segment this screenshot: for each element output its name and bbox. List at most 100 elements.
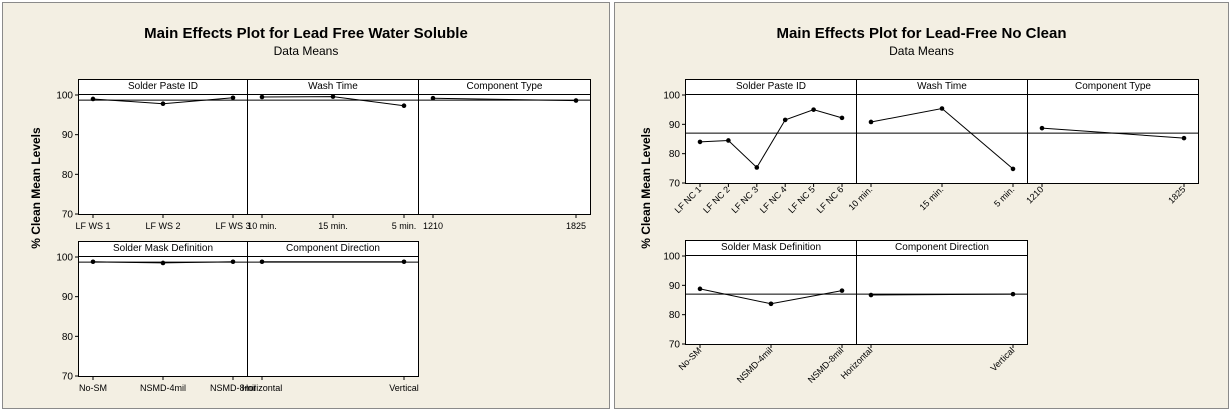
y-tick-label: 80 xyxy=(62,170,74,181)
x-tick-label: 10 min. xyxy=(247,221,277,231)
factor-panel: Solder Mask Definition xyxy=(78,241,248,377)
data-point xyxy=(839,288,845,293)
data-point xyxy=(330,94,336,99)
data-point xyxy=(259,94,265,100)
data-point xyxy=(401,103,407,109)
main-effects-figure-no-clean: Main Effects Plot for Lead-Free No Clean… xyxy=(614,2,1229,409)
data-point xyxy=(697,286,703,292)
x-tick-label: No-SM xyxy=(677,345,704,372)
data-point xyxy=(430,95,436,101)
y-tick-label: 70 xyxy=(669,179,681,190)
figure-title: Main Effects Plot for Lead Free Water So… xyxy=(144,25,468,42)
factor-plot xyxy=(686,286,856,307)
data-point xyxy=(726,138,731,143)
factor-panel: Solder Paste ID xyxy=(685,79,857,184)
x-axis: Horizontal Vertical xyxy=(839,345,1016,381)
data-point xyxy=(697,139,703,145)
x-tick-label: LF WS 1 xyxy=(75,221,110,231)
x-tick-label: Vertical xyxy=(988,345,1016,373)
data-point xyxy=(1010,291,1016,297)
x-axis: LF WS 1 LF WS 2 LF WS 3 70 80 90 100 xyxy=(56,91,250,232)
x-tick-label: 1825 xyxy=(566,221,586,231)
data-point xyxy=(754,165,760,170)
figure-subtitle: Data Means xyxy=(273,44,339,58)
x-tick-label: Horizontal xyxy=(839,345,875,381)
data-point xyxy=(1039,125,1045,131)
factor-plot xyxy=(686,107,856,170)
x-axis: No-SM NSMD-4mil NSMD-8mil 70 80 90 100 xyxy=(56,253,256,394)
y-tick-label: 90 xyxy=(669,281,681,292)
data-point xyxy=(259,259,265,265)
x-tick-label: LF NC 4 xyxy=(758,184,789,215)
factor-name: Solder Mask Definition xyxy=(686,241,856,256)
factor-plot xyxy=(79,95,247,107)
data-point xyxy=(839,115,845,121)
data-point xyxy=(230,259,236,265)
factor-plot xyxy=(419,95,590,103)
data-point xyxy=(573,98,579,103)
series-line xyxy=(1041,127,1185,139)
factor-name: Component Type xyxy=(419,80,590,95)
x-tick-label: Horizontal xyxy=(242,383,283,393)
data-point xyxy=(401,259,407,265)
x-tick-label: LF NC 6 xyxy=(815,184,846,215)
data-point xyxy=(811,107,816,112)
x-tick-label: NSMD-4mil xyxy=(735,345,775,385)
figure-subtitle: Data Means xyxy=(889,44,954,58)
factor-plot xyxy=(248,259,418,265)
factor-panel: Solder Mask Definition xyxy=(685,240,857,345)
x-tick-label: LF WS 2 xyxy=(145,221,180,231)
series-line xyxy=(432,97,577,102)
data-point xyxy=(782,117,788,123)
y-tick-label: 70 xyxy=(62,372,74,383)
y-tick-label: 100 xyxy=(56,253,73,264)
y-tick-label: 90 xyxy=(62,130,74,141)
x-axis: Horizontal Vertical xyxy=(242,377,419,393)
factor-plot xyxy=(1028,125,1198,141)
x-tick-label: 1210 xyxy=(423,221,443,231)
y-axis-label: % Clean Mean Levels xyxy=(29,127,43,249)
x-tick-label: 5 min. xyxy=(992,184,1016,208)
factor-plot xyxy=(857,106,1027,172)
series-line xyxy=(699,109,843,169)
factor-panel: Component Direction xyxy=(247,241,419,377)
x-tick-label: No-SM xyxy=(79,383,107,393)
data-point xyxy=(90,259,96,265)
data-point xyxy=(768,301,774,307)
data-point xyxy=(1010,166,1016,172)
factor-name: Component Type xyxy=(1028,80,1198,95)
y-tick-label: 70 xyxy=(669,340,681,351)
factor-plot xyxy=(79,259,247,266)
x-axis: 1210 1825 xyxy=(423,215,586,231)
y-tick-label: 90 xyxy=(669,120,681,131)
figure-title: Main Effects Plot for Lead-Free No Clean xyxy=(776,25,1067,42)
x-axis: 10 min. 15 min. 5 min. xyxy=(247,215,416,231)
x-tick-label: NSMD-4mil xyxy=(140,383,186,393)
x-tick-label: LF NC 3 xyxy=(729,184,760,215)
data-point xyxy=(1181,135,1187,141)
main-effects-figure-water-soluble: Main Effects Plot for Lead Free Water So… xyxy=(2,2,610,409)
data-point xyxy=(868,119,874,125)
y-tick-label: 80 xyxy=(669,149,681,160)
data-point xyxy=(939,106,945,111)
x-tick-label: NSMD-8mil xyxy=(210,383,256,393)
x-tick-label: LF NC 2 xyxy=(701,184,732,215)
series-line xyxy=(870,293,1014,296)
x-tick-label: 1210 xyxy=(1024,184,1045,205)
factor-plot xyxy=(857,291,1027,298)
factor-panel: Wash Time xyxy=(856,79,1028,184)
factor-name: Component Direction xyxy=(857,241,1027,256)
data-point xyxy=(868,292,874,298)
x-tick-label: LF NC 5 xyxy=(786,184,817,215)
y-axis-label: % Clean Mean Levels xyxy=(639,127,653,249)
x-tick-label: 15 min. xyxy=(318,221,348,231)
y-tick-label: 100 xyxy=(663,91,680,102)
factor-name: Component Direction xyxy=(248,242,418,257)
series-line xyxy=(870,107,1014,170)
factor-name: Wash Time xyxy=(857,80,1027,95)
x-tick-label: NSMD-8mil xyxy=(806,345,846,385)
y-tick-label: 90 xyxy=(62,292,74,303)
factor-panel: Solder Paste ID xyxy=(78,79,248,215)
data-point xyxy=(160,260,166,266)
x-tick-label: Vertical xyxy=(389,383,419,393)
